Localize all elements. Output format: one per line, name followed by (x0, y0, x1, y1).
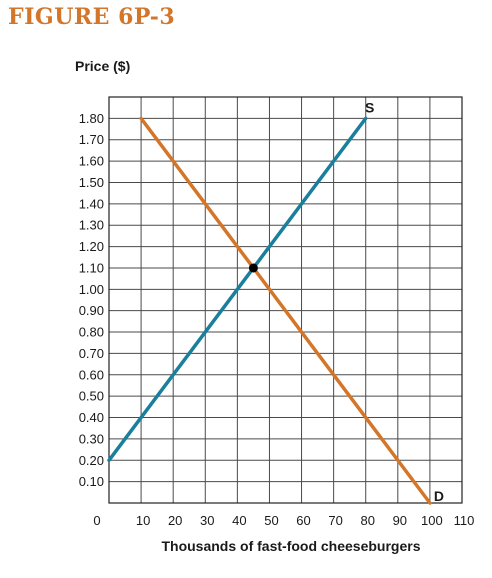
y-tick-label: 1.50 (79, 175, 104, 190)
y-tick-label: 1.10 (79, 260, 104, 275)
x-tick-label: 80 (360, 513, 374, 528)
x-tick-label: 100 (421, 513, 443, 528)
x-tick-label: 70 (328, 513, 342, 528)
y-tick-label: 0.30 (79, 431, 104, 446)
y-tick-label: 0.50 (79, 389, 104, 404)
x-tick-label: 30 (200, 513, 214, 528)
x-tick-label: 110 (454, 513, 475, 528)
y-tick-label: 0.70 (79, 346, 104, 361)
equilibrium-point (248, 263, 258, 273)
figure-title: FIGURE 6P-3 (8, 4, 176, 30)
y-tick-label: 1.20 (79, 239, 104, 254)
y-tick-label: 0.10 (79, 474, 104, 489)
chart-series: SD (107, 99, 444, 505)
x-tick-label: 10 (136, 513, 150, 528)
chart-grid (108, 96, 463, 504)
y-tick-label: 1.40 (79, 196, 104, 211)
d-curve (139, 116, 432, 505)
y-tick-label: 0.20 (79, 453, 104, 468)
x-tick-label: 60 (296, 513, 310, 528)
y-tick-label: 1.30 (79, 218, 104, 233)
y-tick-label: 0.60 (79, 367, 104, 382)
x-tick-label: 0 (93, 513, 100, 528)
x-axis-label: Thousands of fast-food cheeseburgers (161, 538, 420, 554)
y-axis-tick-labels: 0.10 0.20 0.30 0.40 0.50 0.60 0.70 0.80 0.90 1.00… (79, 111, 104, 489)
x-axis-tick-labels: 0 10 20 30 40 50 60 70 80 90 100 110 (93, 513, 474, 528)
y-tick-label: 1.70 (79, 132, 104, 147)
d-curve-label: D (434, 488, 444, 504)
y-tick-label: 1.80 (79, 111, 104, 126)
y-tick-label: 1.60 (79, 154, 104, 169)
x-tick-label: 20 (168, 513, 182, 528)
y-tick-label: 0.40 (79, 410, 104, 425)
x-tick-label: 50 (264, 513, 278, 528)
y-tick-label: 0.90 (79, 303, 104, 318)
plot-frame (108, 96, 463, 504)
x-tick-label: 90 (393, 513, 407, 528)
y-axis-label: Price ($) (75, 58, 130, 74)
s-curve (107, 116, 368, 463)
x-tick-label: 40 (232, 513, 246, 528)
y-tick-label: 1.00 (79, 282, 104, 297)
s-curve-label: S (365, 99, 374, 115)
y-tick-label: 0.80 (79, 325, 104, 340)
